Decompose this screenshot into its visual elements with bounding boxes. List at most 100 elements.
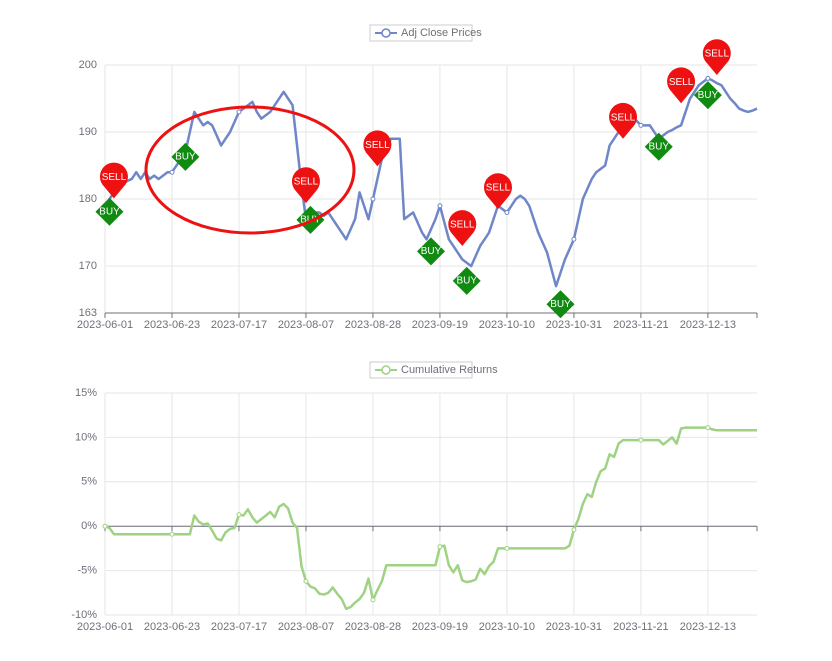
point-symbol (437, 203, 443, 209)
y-tick-label: 5% (81, 476, 97, 488)
buy-marker (546, 290, 575, 319)
signal-marker: BUY (644, 132, 673, 161)
x-tick-label: 2023-06-23 (144, 621, 200, 633)
x-tick-label: 2023-11-21 (613, 319, 668, 331)
point-symbol (370, 196, 376, 202)
point-symbol (303, 578, 309, 584)
signal-label: BUY (550, 299, 571, 310)
signal-label: BUY (175, 151, 196, 162)
y-tick-label: 163 (79, 307, 97, 319)
signal-marker: SELL (99, 162, 128, 199)
x-tick-label: 2023-11-21 (613, 621, 668, 633)
point-symbol (571, 236, 577, 242)
point-symbol (571, 527, 577, 533)
point-symbol (437, 544, 443, 550)
sell-marker (99, 162, 128, 199)
legend-label: Adj Close Prices (401, 27, 482, 39)
signal-marker: SELL (483, 173, 512, 210)
buy-marker (171, 142, 200, 171)
x-tick-label: 2023-10-10 (479, 319, 535, 331)
buy-marker (452, 266, 481, 295)
signal-label: SELL (365, 140, 390, 151)
sell-marker (609, 102, 638, 139)
sell-marker (483, 173, 512, 210)
y-tick-label: 10% (75, 431, 97, 443)
point-symbol (504, 545, 510, 551)
signal-label: SELL (705, 49, 730, 60)
legend-box (369, 361, 473, 379)
point-symbol (169, 531, 175, 537)
x-tick-label: 2023-09-19 (412, 319, 468, 331)
signal-marker: SELL (363, 130, 392, 167)
x-tick-label: 2023-10-10 (479, 621, 535, 633)
point-symbol (705, 75, 711, 81)
point-symbol (370, 597, 376, 603)
signal-label: SELL (669, 77, 694, 88)
signal-label: SELL (486, 183, 511, 194)
y-tick-label: -10% (71, 609, 97, 621)
x-tick-label: 2023-10-31 (546, 319, 602, 331)
x-tick-label: 2023-06-23 (144, 319, 200, 331)
y-tick-label: 190 (79, 126, 97, 138)
signal-marker: SELL (291, 167, 320, 204)
x-tick-label: 2023-10-31 (546, 621, 602, 633)
buy-marker (693, 81, 722, 110)
signal-marker: SELL (448, 210, 477, 246)
signal-marker: SELL (609, 102, 638, 139)
signal-marker: BUY (171, 142, 200, 171)
series-line (103, 77, 758, 288)
x-tick-label: 2023-07-17 (211, 319, 267, 331)
x-tick-label: 2023-09-19 (412, 621, 468, 633)
y-tick-label: 180 (79, 193, 97, 205)
sell-marker (448, 210, 477, 246)
y-tick-label: 0% (81, 520, 97, 532)
point-symbol (504, 209, 510, 215)
signal-label: BUY (456, 275, 477, 286)
sell-marker (363, 130, 392, 167)
series-line (104, 426, 757, 611)
legend-icon (381, 28, 391, 38)
sell-marker (291, 167, 320, 204)
signal-marker: BUY (693, 81, 722, 110)
point-symbol (169, 169, 175, 175)
y-tick-label: 200 (79, 59, 97, 71)
y-tick-label: 170 (79, 260, 97, 272)
signal-label: SELL (450, 220, 475, 231)
sell-marker (702, 39, 731, 76)
legend-label: Cumulative Returns (401, 364, 498, 376)
signal-label: SELL (294, 177, 319, 188)
buy-marker (417, 237, 445, 266)
x-tick-label: 2023-12-13 (680, 319, 736, 331)
signal-label: SELL (611, 112, 636, 123)
x-tick-label: 2023-06-01 (77, 319, 133, 331)
legend-icon (381, 365, 391, 375)
point-symbol (102, 523, 108, 529)
y-tick-label: 15% (75, 387, 97, 399)
highlight-ellipse (144, 105, 356, 235)
signal-label: BUY (99, 206, 120, 217)
point-symbol (236, 512, 242, 518)
signal-marker: SELL (702, 39, 731, 76)
signal-label: SELL (102, 172, 127, 183)
signal-marker: SELL (667, 67, 696, 104)
x-tick-label: 2023-08-28 (345, 621, 401, 633)
y-tick-label: -5% (77, 565, 97, 577)
x-tick-label: 2023-08-07 (278, 621, 334, 633)
legend-box (369, 24, 473, 42)
signal-label: BUY (698, 90, 719, 101)
buy-marker (644, 132, 673, 161)
x-tick-label: 2023-07-17 (211, 621, 267, 633)
point-symbol (705, 425, 711, 431)
signal-marker: BUY (95, 197, 124, 226)
x-tick-label: 2023-08-07 (278, 319, 334, 331)
point-symbol (638, 437, 644, 443)
sell-marker (667, 67, 696, 104)
x-tick-label: 2023-08-28 (345, 319, 401, 331)
buy-marker (95, 197, 124, 226)
signal-marker: BUY (417, 237, 445, 266)
signal-marker: BUY (452, 266, 481, 295)
x-tick-label: 2023-12-13 (680, 621, 736, 633)
x-tick-label: 2023-06-01 (77, 621, 133, 633)
